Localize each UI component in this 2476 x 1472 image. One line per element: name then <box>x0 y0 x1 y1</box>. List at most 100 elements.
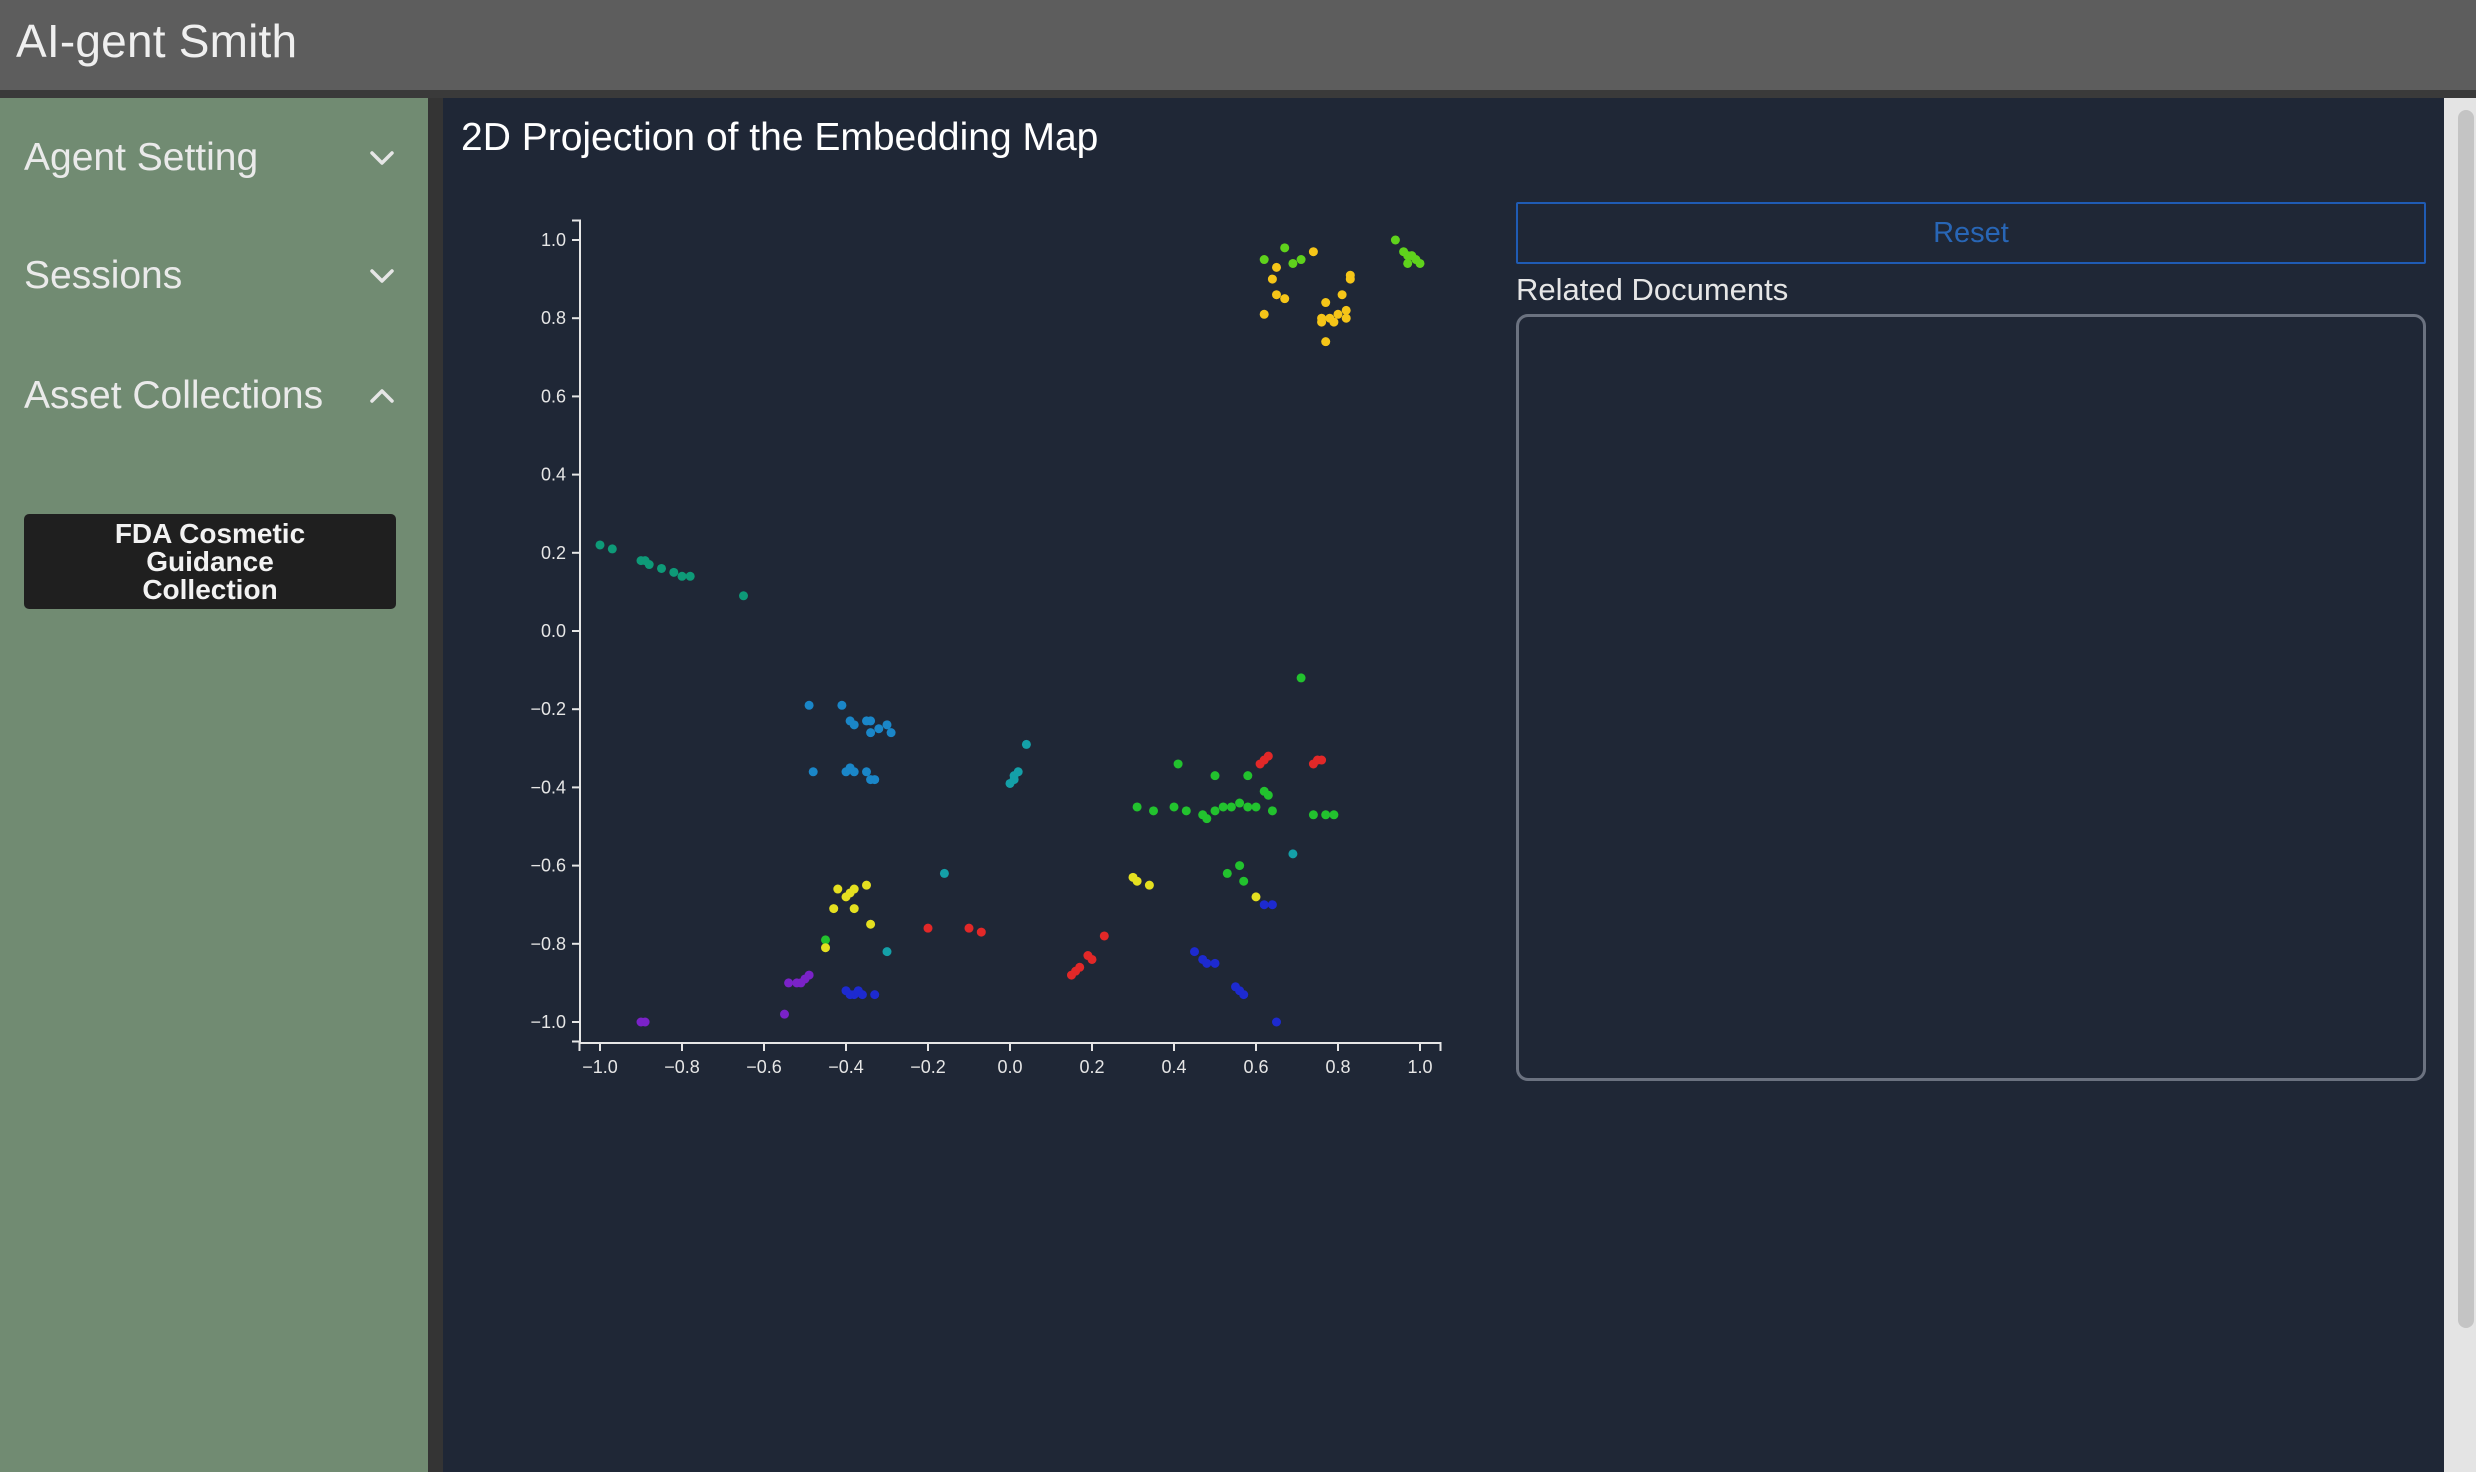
scatter-point <box>1267 274 1277 284</box>
sidebar-divider[interactable] <box>428 98 443 1472</box>
embedding-scatter-chart[interactable]: 1.0 0.8 0.6 0.4 0.2 0.0 −0.2 −0.4 −0.6 −0.8 −1.0 −1… <box>500 200 1450 1100</box>
scatter-point <box>1173 759 1183 769</box>
scatter-point <box>1013 767 1023 777</box>
scatter-point <box>964 923 974 933</box>
y-tick-label: −0.4 <box>530 777 566 797</box>
scatter-point <box>1210 806 1220 816</box>
sidebar: Agent Setting Sessions Asset Collections… <box>0 98 428 1472</box>
scatter-point <box>1341 313 1351 323</box>
scrollbar-thumb[interactable] <box>2458 110 2474 1328</box>
scatter-point <box>1308 247 1318 257</box>
scatter-point <box>1235 861 1245 871</box>
scatter-point <box>939 868 949 878</box>
scatter-point <box>1390 235 1400 245</box>
scatter-point <box>870 990 880 1000</box>
scatter-point <box>1321 298 1331 308</box>
reset-button[interactable]: Reset <box>1516 202 2426 264</box>
scatter-point <box>1272 290 1281 300</box>
scatter-point <box>886 728 896 738</box>
y-tick-label: 1.0 <box>541 230 566 250</box>
sidebar-section-sessions[interactable]: Sessions <box>24 248 404 304</box>
scatter-point <box>1243 771 1253 781</box>
scatter-point <box>845 990 855 1000</box>
scatter-point <box>1149 806 1158 816</box>
related-documents-label: Related Documents <box>1516 272 1789 307</box>
scatter-point <box>1259 255 1269 265</box>
x-tick-label: −0.6 <box>746 1057 782 1077</box>
scatter-point <box>1222 868 1232 878</box>
sidebar-section-asset-collections[interactable]: Asset Collections <box>24 368 404 424</box>
scatter-point <box>607 544 617 554</box>
y-tick-label: −0.2 <box>530 699 566 719</box>
scatter-point <box>1210 771 1220 781</box>
scatter-point <box>1132 876 1142 886</box>
scatter-point <box>866 775 876 785</box>
scatter-point <box>841 892 851 902</box>
scatter-point <box>849 884 859 894</box>
scatter-point <box>857 990 867 1000</box>
scatter-point <box>821 943 830 953</box>
app-title: AI-gent Smith <box>16 15 298 67</box>
scatter-point <box>833 884 843 894</box>
page-title: 2D Projection of the Embedding Map <box>461 116 1099 159</box>
scatter-point <box>1280 294 1290 304</box>
scatter-point <box>1288 258 1298 268</box>
scatter-point <box>1210 958 1220 968</box>
collection-button[interactable]: FDA Cosmetic Guidance Collection <box>24 514 396 609</box>
sidebar-section-label: Sessions <box>24 254 183 297</box>
sidebar-section-agent-setting[interactable]: Agent Setting <box>24 130 404 186</box>
scatter-point <box>874 724 884 734</box>
scatter-point <box>1251 892 1261 902</box>
scatter-point <box>829 904 839 914</box>
scatter-point <box>1251 802 1261 812</box>
scatter-point <box>866 716 876 726</box>
scatter-point <box>849 904 859 914</box>
scatter-point <box>1099 931 1109 941</box>
x-tick-label: −0.4 <box>828 1057 864 1077</box>
scatter-point <box>595 540 605 550</box>
x-tick-label: 1.0 <box>1407 1057 1432 1077</box>
chevron-down-icon <box>370 151 394 165</box>
scatter-point <box>808 767 818 777</box>
scatter-point <box>1267 806 1277 816</box>
x-tick-label: 0.8 <box>1325 1057 1350 1077</box>
scatter-point <box>1235 798 1245 808</box>
y-tick-label: −1.0 <box>530 1012 566 1032</box>
scatter-point <box>657 563 666 573</box>
scatter-point <box>669 567 679 577</box>
scatter-point <box>1317 317 1327 327</box>
header-divider <box>0 90 2476 98</box>
scatter-point <box>1067 970 1076 980</box>
y-tick-label: −0.6 <box>530 856 566 876</box>
scatter-point <box>821 935 830 945</box>
scatter-point <box>882 720 892 730</box>
scatter-point <box>1288 849 1298 859</box>
x-tick-label: 0.2 <box>1079 1057 1104 1077</box>
scatter-point <box>1259 900 1269 910</box>
scatter-point <box>677 571 687 581</box>
scatter-point <box>1263 790 1273 800</box>
scatter-point <box>1403 258 1413 268</box>
scatter-point <box>739 591 748 601</box>
y-tick-label: −0.8 <box>530 934 566 954</box>
scatter-point <box>837 700 847 710</box>
y-tick-label: 0.4 <box>541 465 566 485</box>
sidebar-section-label: Agent Setting <box>24 136 259 179</box>
app-header: AI-gent Smith <box>0 0 2476 90</box>
scatter-point <box>644 560 654 570</box>
sidebar-section-label: Asset Collections <box>24 374 324 417</box>
scatter-point <box>849 720 859 730</box>
scatter-point <box>1280 243 1290 253</box>
scatter-point <box>1308 810 1318 820</box>
scatter-point <box>804 970 814 980</box>
scatter-point <box>1226 802 1236 812</box>
related-documents-panel[interactable] <box>1516 314 2426 1081</box>
scatter-point <box>1333 309 1343 319</box>
scatter-point <box>1144 880 1154 890</box>
scatter-point <box>1132 802 1142 812</box>
scatter-point <box>685 571 695 581</box>
scatter-point <box>862 767 871 777</box>
scatter-point <box>804 700 814 710</box>
scatter-point <box>1169 802 1179 812</box>
x-tick-label: 0.6 <box>1243 1057 1268 1077</box>
